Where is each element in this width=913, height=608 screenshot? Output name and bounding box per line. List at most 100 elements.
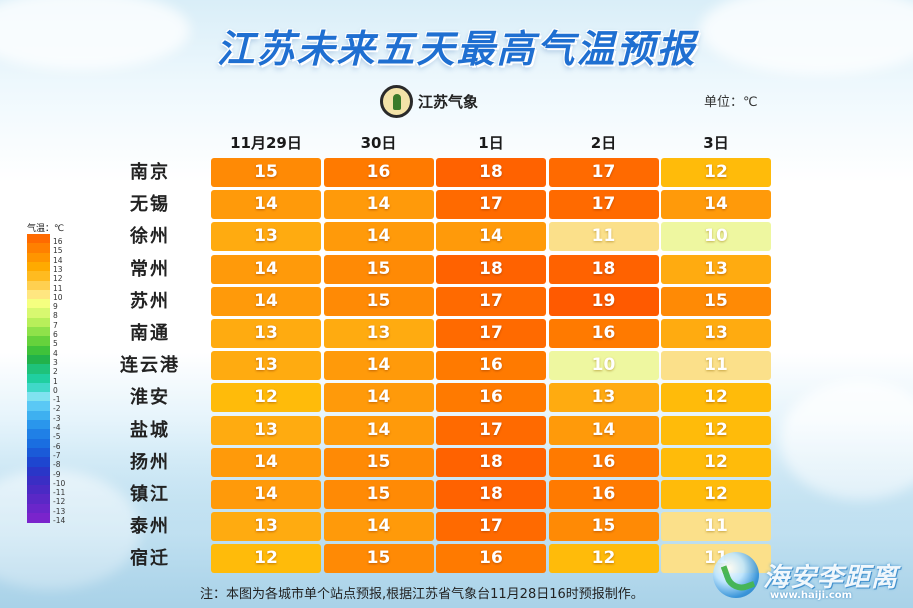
legend-swatch xyxy=(27,234,50,244)
temperature-cell: 18 xyxy=(436,480,546,509)
legend-swatch xyxy=(27,243,50,254)
temperature-cell: 11 xyxy=(661,351,771,381)
city-label: 镇江 xyxy=(130,484,170,505)
legend-tick-label: -11 xyxy=(53,488,66,498)
legend-swatch xyxy=(27,513,50,523)
legend-swatch xyxy=(27,299,50,309)
temperature-cell: 19 xyxy=(548,286,659,316)
city-label: 常州 xyxy=(130,258,170,280)
legend-tick-label: 1 xyxy=(53,376,58,386)
temperature-cell: 15 xyxy=(323,544,434,574)
temperature-cell: 11 xyxy=(548,222,659,252)
legend-tick-label: 4 xyxy=(53,348,58,358)
legend-tick-label: -12 xyxy=(53,497,66,507)
legend-swatch xyxy=(27,261,50,272)
temperature-cell: 14 xyxy=(323,415,434,445)
legend-tick-label: -5 xyxy=(53,432,61,442)
legend-tick-label: 11 xyxy=(53,283,63,293)
legend-tick-label: 0 xyxy=(53,385,58,395)
temperature-cell: 15 xyxy=(323,286,434,316)
legend-swatch xyxy=(27,485,50,495)
city-label: 扬州 xyxy=(130,451,170,473)
legend-tick-label: 5 xyxy=(53,339,58,349)
temperature-cell: 12 xyxy=(211,544,321,574)
temperature-cell: 18 xyxy=(436,254,546,284)
legend-tick-label: -10 xyxy=(53,478,66,488)
legend-swatch xyxy=(27,475,50,486)
temperature-cell: 17 xyxy=(436,415,546,445)
temperature-cell: 16 xyxy=(548,319,659,348)
legend-title: 气温：℃ xyxy=(27,224,65,234)
temperature-cell: 13 xyxy=(211,222,321,252)
temperature-cell: 17 xyxy=(548,190,659,220)
legend-swatch xyxy=(27,364,50,374)
legend-swatch xyxy=(27,503,50,514)
legend-swatch xyxy=(27,466,50,477)
city-label: 泰州 xyxy=(130,516,170,538)
legend-swatch xyxy=(27,336,50,347)
temperature-cell: 17 xyxy=(436,512,546,542)
temperature-cell: 12 xyxy=(661,383,771,413)
legend-swatch xyxy=(27,252,50,263)
temperature-cell: 18 xyxy=(436,447,546,477)
temperature-cell: 13 xyxy=(211,512,321,542)
legend-tick-label: 16 xyxy=(53,237,63,246)
legend-swatch xyxy=(27,494,50,505)
legend-tick-label: 15 xyxy=(53,246,63,256)
legend-swatch xyxy=(27,354,50,365)
temperature-cell: 18 xyxy=(436,158,546,187)
legend-tick-label: 13 xyxy=(53,264,63,274)
legend-tick-label: 6 xyxy=(53,330,58,339)
legend-tick-label: -1 xyxy=(53,395,61,405)
watermark-logo-icon xyxy=(713,552,759,598)
legend-swatch xyxy=(27,317,50,328)
legend-tick-label: 12 xyxy=(53,274,63,284)
column-header: 3日 xyxy=(703,134,729,152)
column-header: 2日 xyxy=(590,134,617,152)
logo-text: 江苏气象 xyxy=(418,93,479,111)
temperature-cell: 15 xyxy=(661,286,771,316)
legend-tick-label: 14 xyxy=(53,255,63,265)
legend-tick-label: -2 xyxy=(53,404,61,414)
temperature-cell: 14 xyxy=(211,480,321,509)
temperature-cell: 12 xyxy=(661,158,771,187)
temperature-cell: 17 xyxy=(436,319,546,348)
city-label: 宿迁 xyxy=(130,548,170,570)
legend-swatch xyxy=(27,327,50,337)
temperature-cell: 13 xyxy=(661,319,771,348)
legend-tick-label: -6 xyxy=(53,441,61,451)
city-label: 淮安 xyxy=(130,387,170,409)
legend-swatch xyxy=(27,271,50,281)
temperature-cell: 16 xyxy=(436,544,546,574)
temperature-cell: 12 xyxy=(211,383,321,413)
column-header: 11月29日 xyxy=(230,134,302,152)
legend-swatch xyxy=(27,410,50,421)
temperature-cell: 16 xyxy=(323,158,434,187)
footnote: 注：本图为各城市单个站点预报,根据江苏省气象台11月28日16时预报制作。 xyxy=(200,587,644,602)
column-header: 30日 xyxy=(360,134,397,152)
temperature-cell: 12 xyxy=(548,544,659,574)
temperature-cell: 14 xyxy=(211,447,321,477)
temperature-cell: 14 xyxy=(323,383,434,413)
city-label: 徐州 xyxy=(130,226,170,248)
watermark-text: 海安李距离 xyxy=(763,562,899,593)
legend-swatch xyxy=(27,401,50,412)
legend-swatch xyxy=(27,382,50,393)
temperature-cell: 10 xyxy=(661,222,771,252)
temperature-cell: 15 xyxy=(211,158,321,187)
legend-tick-label: -14 xyxy=(53,516,66,525)
unit-label: 单位：℃ xyxy=(704,95,758,110)
city-label: 无锡 xyxy=(130,194,170,216)
legend-tick-label: -4 xyxy=(53,423,61,432)
legend-tick-label: 2 xyxy=(53,367,58,377)
legend-tick-label: -7 xyxy=(53,450,61,460)
legend-swatch xyxy=(27,280,50,291)
temperature-cell: 13 xyxy=(323,319,434,348)
legend-swatch xyxy=(27,457,50,467)
city-label: 苏州 xyxy=(130,290,170,312)
temperature-cell: 13 xyxy=(211,415,321,445)
temperature-cell: 17 xyxy=(548,158,659,187)
temperature-cell: 14 xyxy=(323,351,434,381)
legend-tick-label: 9 xyxy=(53,302,58,312)
temperature-cell: 12 xyxy=(661,415,771,445)
